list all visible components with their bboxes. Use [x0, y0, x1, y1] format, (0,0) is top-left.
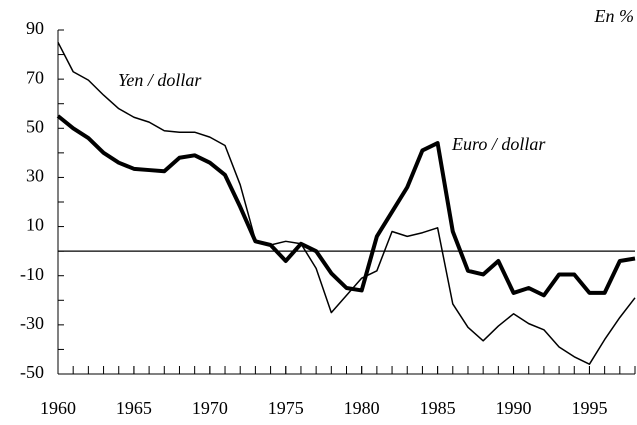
x-tick-label: 1980 — [344, 398, 380, 418]
y-tick-label: -50 — [20, 362, 44, 382]
x-tick-label: 1985 — [420, 398, 456, 418]
x-tick-label: 1970 — [192, 398, 228, 418]
x-tick-label: 1965 — [116, 398, 152, 418]
x-tick-label: 1975 — [268, 398, 304, 418]
y-tick-label: 50 — [26, 116, 44, 136]
y-tick-label: 10 — [26, 215, 44, 235]
y-tick-label: -10 — [20, 264, 44, 284]
y-tick-label: 90 — [26, 18, 44, 38]
y-tick-label: -30 — [20, 313, 44, 333]
series-label: Yen / dollar — [118, 70, 202, 90]
x-tick-label: 1960 — [40, 398, 76, 418]
unit-label: En % — [594, 6, 635, 26]
y-tick-label: 30 — [26, 166, 44, 186]
x-tick-label: 1990 — [496, 398, 532, 418]
series-line — [56, 114, 636, 298]
series-line — [57, 41, 636, 365]
y-tick-label: 70 — [26, 67, 44, 87]
series-label: Euro / dollar — [451, 134, 546, 154]
x-tick-label: 1995 — [571, 398, 607, 418]
